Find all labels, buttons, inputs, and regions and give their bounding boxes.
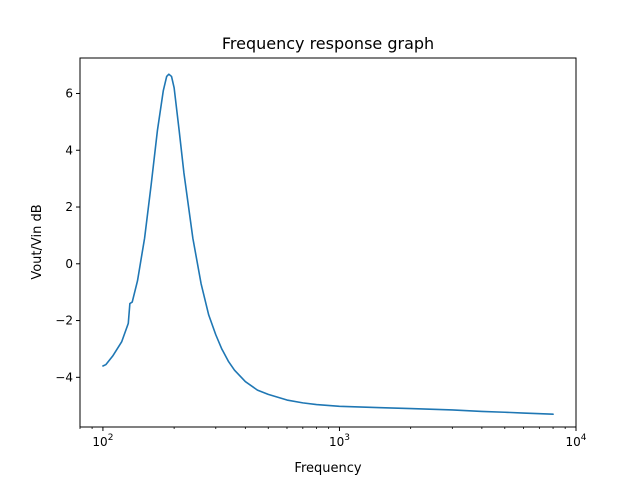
y-tick-label: 2	[65, 200, 73, 214]
x-tick-label: 104	[565, 433, 586, 449]
plot-frame	[79, 57, 577, 428]
y-axis: −4 −2 0 2 4 6	[55, 86, 80, 384]
y-tick-label: −2	[55, 314, 73, 328]
y-tick-label: 6	[65, 86, 73, 100]
plot-area	[102, 73, 554, 416]
y-axis-label: Vout/Vin dB	[30, 204, 45, 279]
y-tick-label: 4	[65, 143, 73, 157]
x-tick-label: 102	[92, 433, 113, 449]
y-tick-label: −4	[55, 370, 73, 384]
series-line-0	[102, 73, 554, 416]
x-axis-label: Frequency	[294, 461, 361, 476]
x-axis: 102 103 104	[79, 427, 587, 449]
y-tick-label: 0	[65, 257, 73, 271]
chart-title: Frequency response graph	[222, 34, 434, 53]
x-tick-label: 103	[329, 433, 350, 449]
